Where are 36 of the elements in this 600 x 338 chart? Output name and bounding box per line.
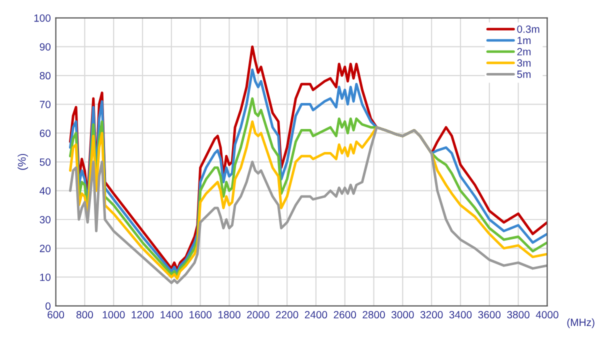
y-tick-label: 80 bbox=[40, 72, 51, 80]
x-tick-label: 600 bbox=[48, 311, 64, 318]
legend-label: 2m bbox=[517, 48, 531, 56]
y-tick-label: 30 bbox=[40, 216, 51, 224]
y-tick-label: 20 bbox=[40, 244, 51, 252]
x-tick-label: 2000 bbox=[247, 311, 270, 318]
y-tick-label: 10 bbox=[40, 274, 51, 281]
y-tick-label: 60 bbox=[40, 130, 51, 137]
x-tick-label: 2800 bbox=[362, 311, 385, 318]
y-axis-title: (%) bbox=[18, 154, 28, 170]
legend-label: 1m bbox=[518, 36, 531, 44]
x-tick-label: 3600 bbox=[478, 311, 501, 318]
x-tick-label: 1600 bbox=[190, 311, 212, 318]
y-tick-label: 90 bbox=[40, 43, 51, 51]
x-tick-label: 1200 bbox=[132, 311, 154, 318]
y-tick-label: 70 bbox=[40, 100, 51, 108]
y-tick-label: 40 bbox=[40, 187, 51, 195]
x-tick-label: 3400 bbox=[449, 311, 472, 318]
x-tick-label: 800 bbox=[76, 311, 93, 318]
y-tick-label: 0 bbox=[46, 302, 51, 310]
y-tick-label: 100 bbox=[34, 14, 51, 22]
legend-label: 5m bbox=[517, 70, 531, 78]
x-tick-label: 3800 bbox=[507, 311, 530, 318]
x-axis-title: (MHz) bbox=[567, 318, 594, 328]
legend-label: 3m bbox=[517, 59, 531, 67]
x-tick-label: 1000 bbox=[102, 311, 125, 318]
y-tick-label: 50 bbox=[40, 158, 51, 166]
legend-label: 0.3m bbox=[517, 25, 540, 33]
x-tick-label: 2200 bbox=[276, 311, 298, 318]
x-tick-label: 2400 bbox=[304, 311, 328, 318]
x-tick-label: 4000 bbox=[536, 311, 558, 318]
x-tick-label: 1400 bbox=[160, 311, 183, 318]
x-tick-label: 1800 bbox=[218, 311, 240, 318]
x-tick-label: 2600 bbox=[334, 311, 356, 318]
x-tick-label: 3200 bbox=[420, 311, 443, 318]
x-tick-label: 3000 bbox=[391, 311, 414, 318]
